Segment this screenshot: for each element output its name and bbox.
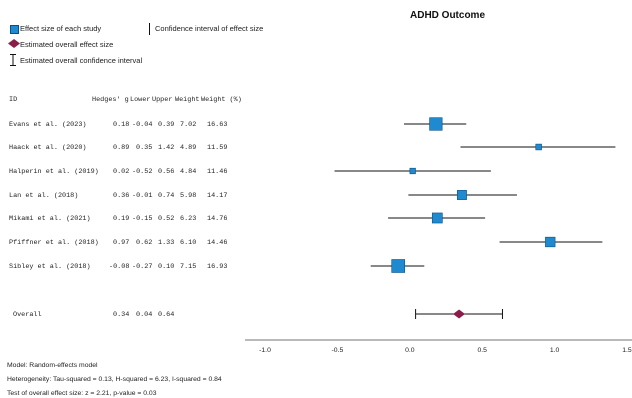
table-row: Pfiffner et al. (2018) 0.97 0.62 1.33 6.…: [0, 239, 240, 249]
table-row: Evans et al. (2023) 0.18 -0.04 0.39 7.02…: [0, 121, 240, 131]
column-header-upper: Upper: [152, 96, 173, 104]
study-weight-pct: 14.17: [207, 192, 228, 200]
overall-marker-legend-icon: [8, 39, 20, 48]
study-lower: -0.52: [132, 168, 153, 176]
table-row: Sibley et al. (2018) -0.08 -0.27 0.10 7.…: [0, 263, 240, 273]
study-lower: -0.01: [132, 192, 153, 200]
x-tick-label: 1.0: [550, 347, 560, 354]
study-hedges-g: 0.89: [113, 144, 130, 152]
column-header-weight: Weight: [175, 96, 200, 104]
table-row: Haack et al. (2020) 0.89 0.35 1.42 4.89 …: [0, 144, 240, 154]
study-lower: -0.15: [132, 215, 153, 223]
overall-row: Overall 0.34 0.04 0.64: [0, 311, 240, 321]
study-hedges-g: 0.02: [113, 168, 130, 176]
column-header-id: ID: [9, 96, 18, 104]
study-weight-pct: 16.63: [207, 121, 228, 129]
x-tick-label: 1.5: [622, 347, 632, 354]
legend-ci-line: Confidence interval of effect size: [155, 24, 264, 33]
legend: Effect size of each study Confidence int…: [0, 0, 264, 70]
study-weight: 4.89: [180, 144, 197, 152]
overall-hedges-g: 0.34: [113, 311, 130, 319]
study-id: Pfiffner et al. (2018): [9, 239, 99, 247]
overall-ci-legend-icon: [10, 54, 16, 66]
study-weight: 5.98: [180, 192, 197, 200]
study-upper: 0.56: [158, 168, 175, 176]
study-upper: 0.10: [158, 263, 175, 271]
overall-effect-marker: [453, 309, 466, 319]
heterogeneity-note: Heterogeneity: Tau-squared = 0.13, H-squ…: [7, 376, 222, 383]
study-weight-pct: 11.59: [207, 144, 228, 152]
study-id: Lan et al. (2018): [9, 192, 79, 200]
study-weight: 4.84: [180, 168, 197, 176]
ci-line-legend-icon: [149, 23, 150, 35]
study-weight-pct: 14.46: [207, 239, 228, 247]
study-hedges-g: 0.36: [113, 192, 130, 200]
table-row: Halperin et al. (2019) 0.02 -0.52 0.56 4…: [0, 168, 240, 178]
study-hedges-g: 0.19: [113, 215, 130, 223]
study-effect-marker: [545, 236, 556, 248]
overall-upper: 0.64: [158, 311, 175, 319]
study-upper: 1.33: [158, 239, 175, 247]
legend-overall-ci: Estimated overall confidence interval: [20, 56, 143, 65]
study-hedges-g: 0.18: [113, 121, 130, 129]
x-tick-label: 0.0: [405, 347, 415, 354]
study-upper: 1.42: [158, 144, 175, 152]
study-effect-marker: [431, 212, 443, 224]
table-header: ID Hedges' g Lower Upper Weight Weight (…: [0, 96, 242, 106]
overall-lower: 0.04: [136, 311, 153, 319]
x-tick-label: -0.5: [332, 347, 344, 354]
study-id: Evans et al. (2023): [9, 121, 87, 129]
study-hedges-g: 0.97: [113, 239, 130, 247]
study-id: Halperin et al. (2019): [9, 168, 99, 176]
model-note: Model: Random-effects model: [7, 362, 98, 369]
study-effect-marker: [456, 190, 467, 200]
study-upper: 0.52: [158, 215, 175, 223]
study-id: Haack et al. (2020): [9, 144, 87, 152]
overall-id: Overall: [13, 311, 42, 319]
study-effect-marker: [409, 167, 416, 175]
study-upper: 0.74: [158, 192, 175, 200]
study-effect-marker: [429, 117, 443, 131]
study-lower: -0.04: [132, 121, 153, 129]
study-weight: 7.15: [180, 263, 197, 271]
column-header-lower: Lower: [130, 96, 151, 104]
study-id: Sibley et al. (2018): [9, 263, 91, 271]
x-tick-label: -1.0: [259, 347, 271, 354]
table-row: Lan et al. (2018) 0.36 -0.01 0.74 5.98 1…: [0, 192, 240, 202]
overall-test-note: Test of overall effect size: z = 2.21, p…: [7, 390, 157, 397]
study-weight: 7.02: [180, 121, 197, 129]
legend-study-marker: Effect size of each study: [20, 24, 102, 33]
chart-title: ADHD Outcome: [410, 10, 486, 21]
study-lower: -0.27: [132, 263, 153, 271]
study-lower: 0.62: [136, 239, 153, 247]
column-header-weight-pct: Weight (%): [201, 96, 242, 104]
study-weight-pct: 16.93: [207, 263, 228, 271]
study-id: Mikami et al. (2021): [9, 215, 91, 223]
study-weight-pct: 11.46: [207, 168, 228, 176]
study-marker-legend-icon: [10, 25, 19, 34]
study-upper: 0.39: [158, 121, 175, 129]
study-effect-marker: [391, 259, 406, 273]
study-effect-marker: [535, 143, 542, 151]
study-weight-pct: 14.76: [207, 215, 228, 223]
study-lower: 0.35: [136, 144, 153, 152]
study-weight: 6.23: [180, 215, 197, 223]
study-weight: 6.10: [180, 239, 197, 247]
x-tick-label: 0.5: [477, 347, 487, 354]
table-row: Mikami et al. (2021) 0.19 -0.15 0.52 6.2…: [0, 215, 240, 225]
column-header-hedges-g: Hedges' g: [92, 96, 129, 104]
study-hedges-g: -0.08: [109, 263, 130, 271]
legend-overall-marker: Estimated overall effect size: [20, 40, 114, 49]
